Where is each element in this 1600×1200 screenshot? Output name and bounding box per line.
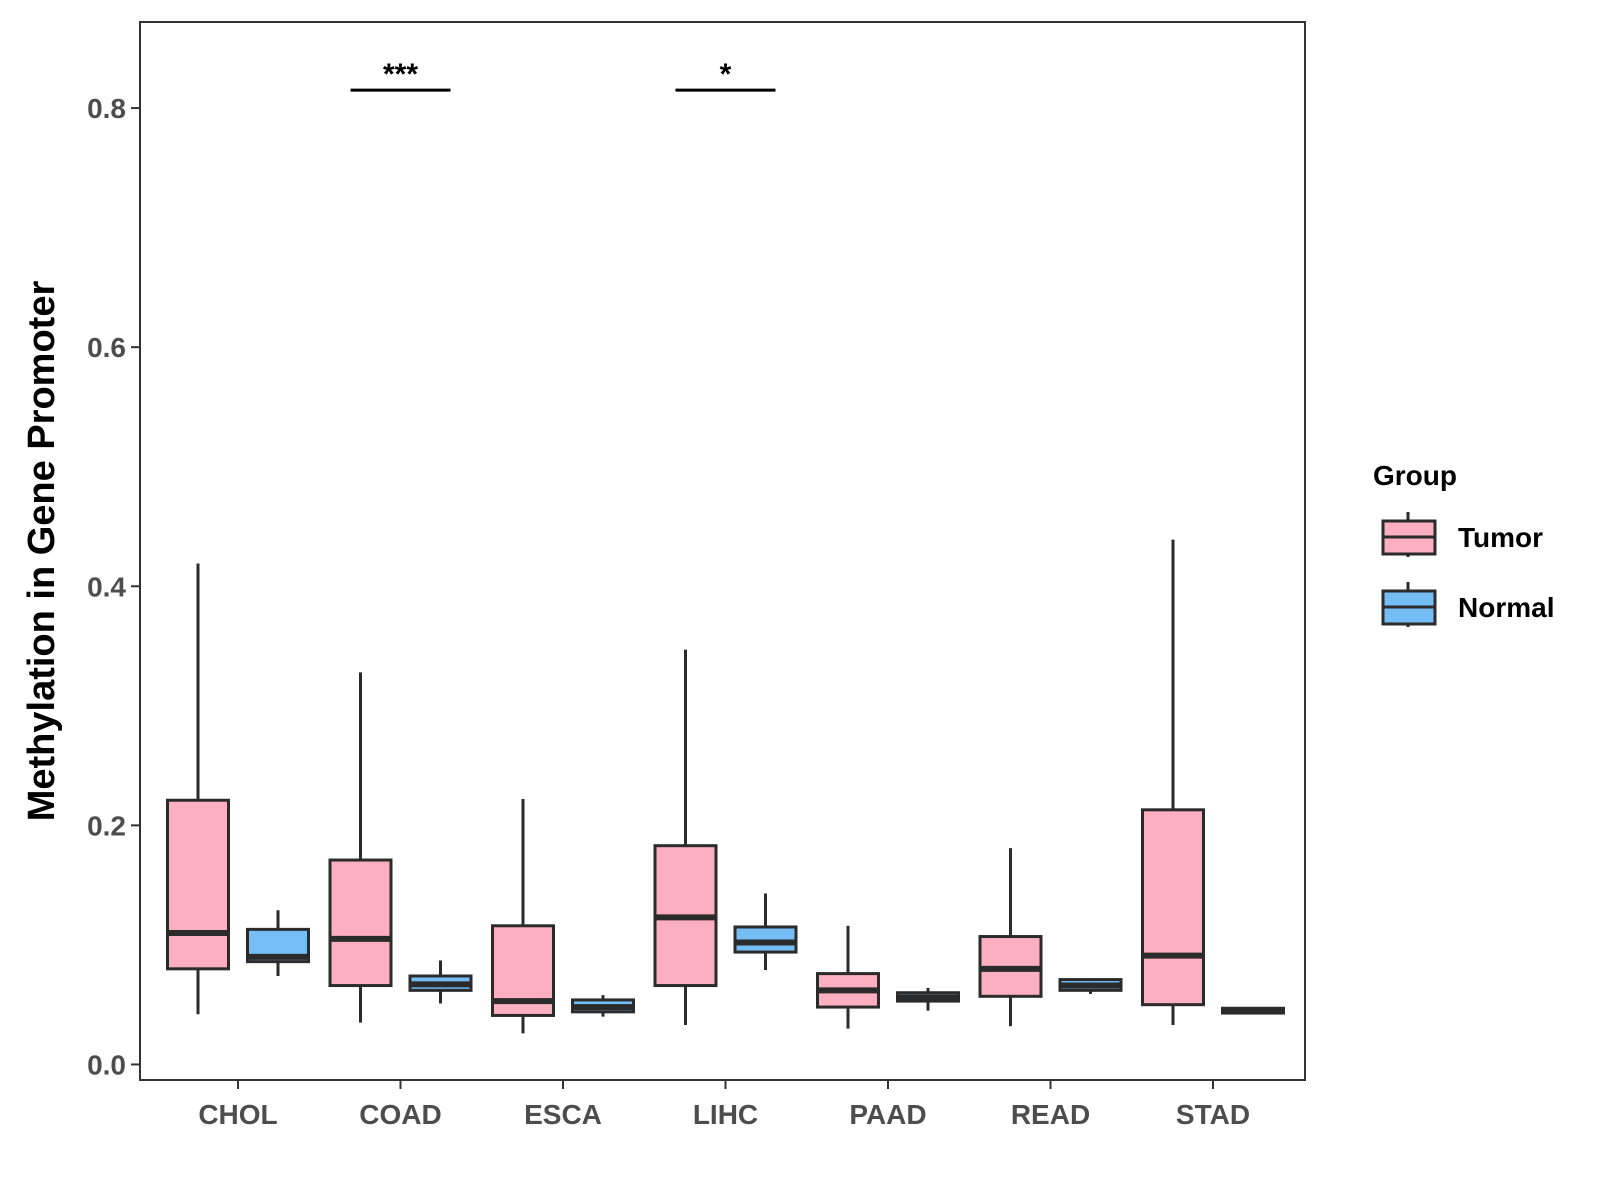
box-iqr [1141, 808, 1205, 1007]
legend-key-normal [1381, 582, 1437, 627]
legend-title: Group [1373, 460, 1457, 491]
x-tick-label: PAAD [849, 1099, 926, 1130]
box-tumor-esca [491, 799, 555, 1034]
significance-label: *** [383, 58, 418, 91]
x-tick-label: COAD [359, 1099, 441, 1130]
legend-key-tumor [1381, 512, 1437, 557]
box-tumor-stad [1141, 539, 1205, 1026]
x-tick-label: STAD [1176, 1099, 1250, 1130]
box-normal-stad [1221, 1006, 1285, 1015]
legend-label-normal: Normal [1458, 592, 1554, 623]
box-tumor-chol [166, 563, 230, 1015]
y-axis: 0.0 0.2 0.4 0.6 0.8 [87, 93, 140, 1080]
box-normal-lihc [733, 893, 798, 971]
y-tick-label: 0.0 [87, 1049, 126, 1080]
y-tick-label: 0.2 [87, 810, 126, 841]
box-tumor-paad [816, 925, 880, 1029]
box-iqr [166, 798, 230, 971]
box-tumor-coad [328, 672, 393, 1023]
plot-marks [166, 539, 1285, 1034]
box-normal-paad [896, 987, 960, 1011]
box-tumor-read [978, 848, 1043, 1027]
box-normal-chol [246, 910, 310, 976]
x-tick-label: CHOL [198, 1099, 277, 1130]
significance-annotations: *** * [350, 58, 776, 92]
x-tick-label: ESCA [524, 1099, 602, 1130]
box-normal-coad [408, 960, 473, 1004]
y-tick-label: 0.4 [87, 571, 126, 602]
legend: Group Tumor Normal [1373, 460, 1554, 627]
significance-label: * [720, 58, 732, 91]
box-normal-esca [571, 995, 635, 1017]
y-tick-label: 0.6 [87, 332, 126, 363]
legend-label-tumor: Tumor [1458, 522, 1543, 553]
box-iqr [328, 858, 393, 988]
x-tick-label: LIHC [693, 1099, 758, 1130]
x-axis: CHOL COAD ESCA LIHC PAAD READ STAD [198, 1080, 1250, 1130]
y-axis-title: Methylation in Gene Promoter [21, 281, 63, 822]
x-tick-label: READ [1011, 1099, 1090, 1130]
plot-panel-border [139, 21, 1306, 1081]
box-tumor-lihc [653, 649, 718, 1026]
box-normal-read [1058, 978, 1123, 994]
y-tick-label: 0.8 [87, 93, 126, 124]
